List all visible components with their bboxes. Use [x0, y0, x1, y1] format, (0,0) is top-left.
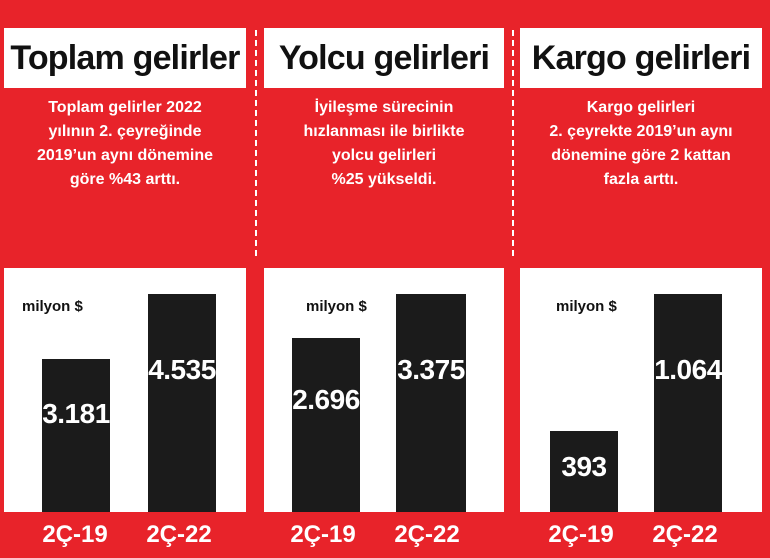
- bar-value-label: 2.696: [292, 384, 360, 415]
- category-label: 2Ç-22: [146, 521, 212, 548]
- bar-2019: 3.181: [42, 359, 110, 512]
- category-label: 2Ç-19: [42, 521, 108, 548]
- description-line: İyileşme sürecinin: [314, 99, 454, 116]
- chart-area: milyon $ 2.696 3.375: [264, 268, 504, 512]
- panel-title: Kargo gelirleri: [520, 28, 762, 88]
- bar-value-label: 4.535: [148, 354, 216, 385]
- chart-area: milyon $ 3.181 4.535: [4, 268, 246, 512]
- bar-value-label: 1.064: [654, 354, 722, 385]
- description-line: %25 yükseldi.: [331, 171, 437, 188]
- panel-description: Toplam gelirler 2022 yılının 2. çeyreğin…: [4, 96, 246, 192]
- dashed-divider: [512, 30, 514, 256]
- description-line: 2019’un aynı dönemine: [36, 147, 214, 164]
- description-line: hızlanması ile birlikte: [303, 123, 465, 140]
- description-line: 2. çeyrekte 2019’un aynı: [549, 123, 733, 140]
- dashed-divider: [255, 30, 257, 256]
- category-label: 2Ç-22: [652, 521, 718, 548]
- description-line: Toplam gelirler 2022: [48, 99, 202, 116]
- bar-2019: 393: [550, 431, 618, 512]
- unit-label: milyon $: [306, 298, 367, 315]
- bar-2022: 1.064: [654, 294, 722, 512]
- bar-2022: 4.535: [148, 294, 216, 512]
- panel-title: Yolcu gelirleri: [264, 28, 504, 88]
- category-label: 2Ç-19: [548, 521, 614, 548]
- description-line: fazla arttı.: [603, 171, 679, 188]
- description-line: yolcu gelirleri: [331, 147, 437, 164]
- chart-area: milyon $ 393 1.064: [520, 268, 762, 512]
- bar-value-label: 3.181: [42, 398, 110, 429]
- description-line: göre %43 arttı.: [69, 171, 181, 188]
- unit-label: milyon $: [556, 298, 617, 315]
- unit-label: milyon $: [22, 298, 83, 315]
- bar-value-label: 393: [561, 451, 607, 482]
- panel-description: İyileşme sürecinin hızlanması ile birlik…: [264, 96, 504, 192]
- bar-2019: 2.696: [292, 338, 360, 512]
- panel-title: Toplam gelirler: [4, 28, 246, 88]
- category-label: 2Ç-19: [290, 521, 356, 548]
- panel-description: Kargo gelirleri 2. çeyrekte 2019’un aynı…: [520, 96, 762, 192]
- description-line: Kargo gelirleri: [586, 99, 696, 116]
- bar-2022: 3.375: [396, 294, 466, 512]
- description-line: yılının 2. çeyreğinde: [48, 123, 202, 140]
- bar-value-label: 3.375: [397, 354, 465, 385]
- category-label: 2Ç-22: [394, 521, 460, 548]
- description-line: dönemine göre 2 kattan: [551, 147, 731, 164]
